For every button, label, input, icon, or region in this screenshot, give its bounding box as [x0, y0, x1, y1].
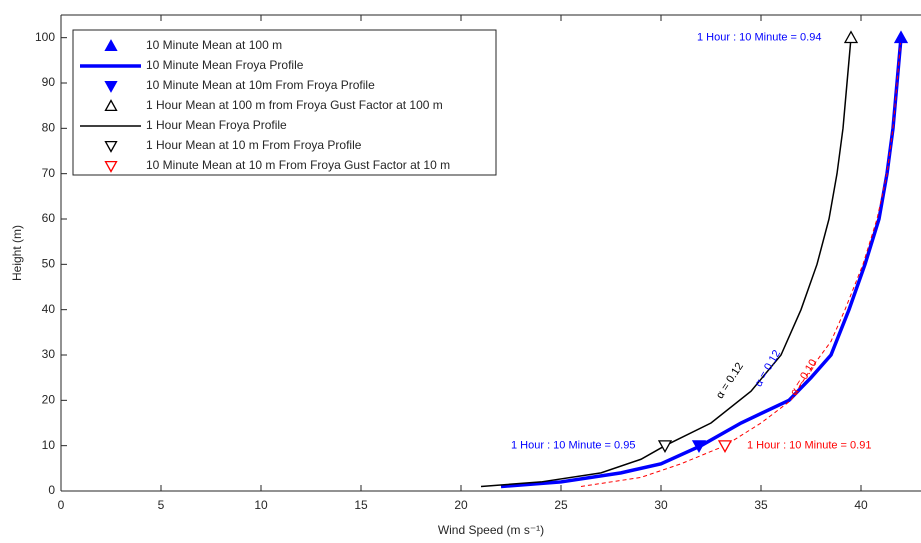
x-tick-label: 0 [58, 498, 65, 512]
y-tick-label: 80 [42, 121, 56, 135]
legend: 10 Minute Mean at 100 m 10 Minute Mean Fr… [72, 29, 497, 176]
x-tick-label: 15 [354, 498, 368, 512]
x-tick-label: 40 [854, 498, 868, 512]
legend-box [72, 29, 497, 176]
y-tick-label: 30 [42, 347, 56, 361]
y-tick-label: 70 [42, 166, 56, 180]
legend-label: 10 Minute Mean at 100 m [146, 38, 282, 52]
marker [893, 30, 909, 44]
legend-label: 1 Hour Mean at 10 m From Froya Profile [146, 138, 362, 152]
x-axis-label: Wind Speed (m s⁻¹) [438, 523, 544, 537]
x-tick-label: 25 [554, 498, 568, 512]
legend-symbol [104, 160, 118, 173]
legend-label: 1 Hour Mean Froya Profile [146, 118, 287, 132]
x-tick-label: 20 [454, 498, 468, 512]
y-tick-label: 0 [48, 483, 55, 497]
legend-symbol [104, 140, 118, 153]
y-axis-label: Height (m) [10, 225, 24, 281]
x-tick-label: 5 [158, 498, 165, 512]
marker [657, 440, 673, 454]
y-tick-label: 90 [42, 75, 56, 89]
x-tick-label: 35 [754, 498, 768, 512]
x-tick-label: 10 [254, 498, 268, 512]
y-tick-label: 20 [42, 393, 56, 407]
series-line [500, 37, 903, 489]
legend-label: 10 Minute Mean Froya Profile [146, 58, 304, 72]
y-tick-label: 60 [42, 211, 56, 225]
annotation: 1 Hour : 10 Minute = 0.94 [697, 32, 821, 44]
y-tick-label: 40 [42, 302, 56, 316]
series-line [580, 37, 902, 487]
legend-label: 10 Minute Mean at 10 m From Froya Gust F… [146, 158, 450, 172]
legend-symbol [104, 99, 118, 112]
marker [843, 30, 859, 44]
marker [691, 440, 707, 454]
legend-symbol [104, 39, 118, 52]
marker [717, 440, 733, 454]
y-tick-label: 100 [35, 30, 55, 44]
y-tick-label: 50 [42, 257, 56, 271]
x-tick-label: 30 [654, 498, 668, 512]
annotation: α = 0.12 [753, 348, 784, 389]
legend-label: 1 Hour Mean at 100 m from Froya Gust Fac… [146, 98, 443, 112]
annotation: α = 0.10 [788, 357, 820, 398]
annotation: 1 Hour : 10 Minute = 0.95 [511, 440, 635, 452]
y-tick-label: 10 [42, 438, 56, 452]
annotation: α = 0.12 [714, 361, 746, 401]
legend-symbol [104, 80, 118, 93]
series-line [480, 37, 852, 488]
annotation: 1 Hour : 10 Minute = 0.91 [747, 440, 871, 452]
legend-label: 10 Minute Mean at 10m From Froya Profile [146, 78, 375, 92]
